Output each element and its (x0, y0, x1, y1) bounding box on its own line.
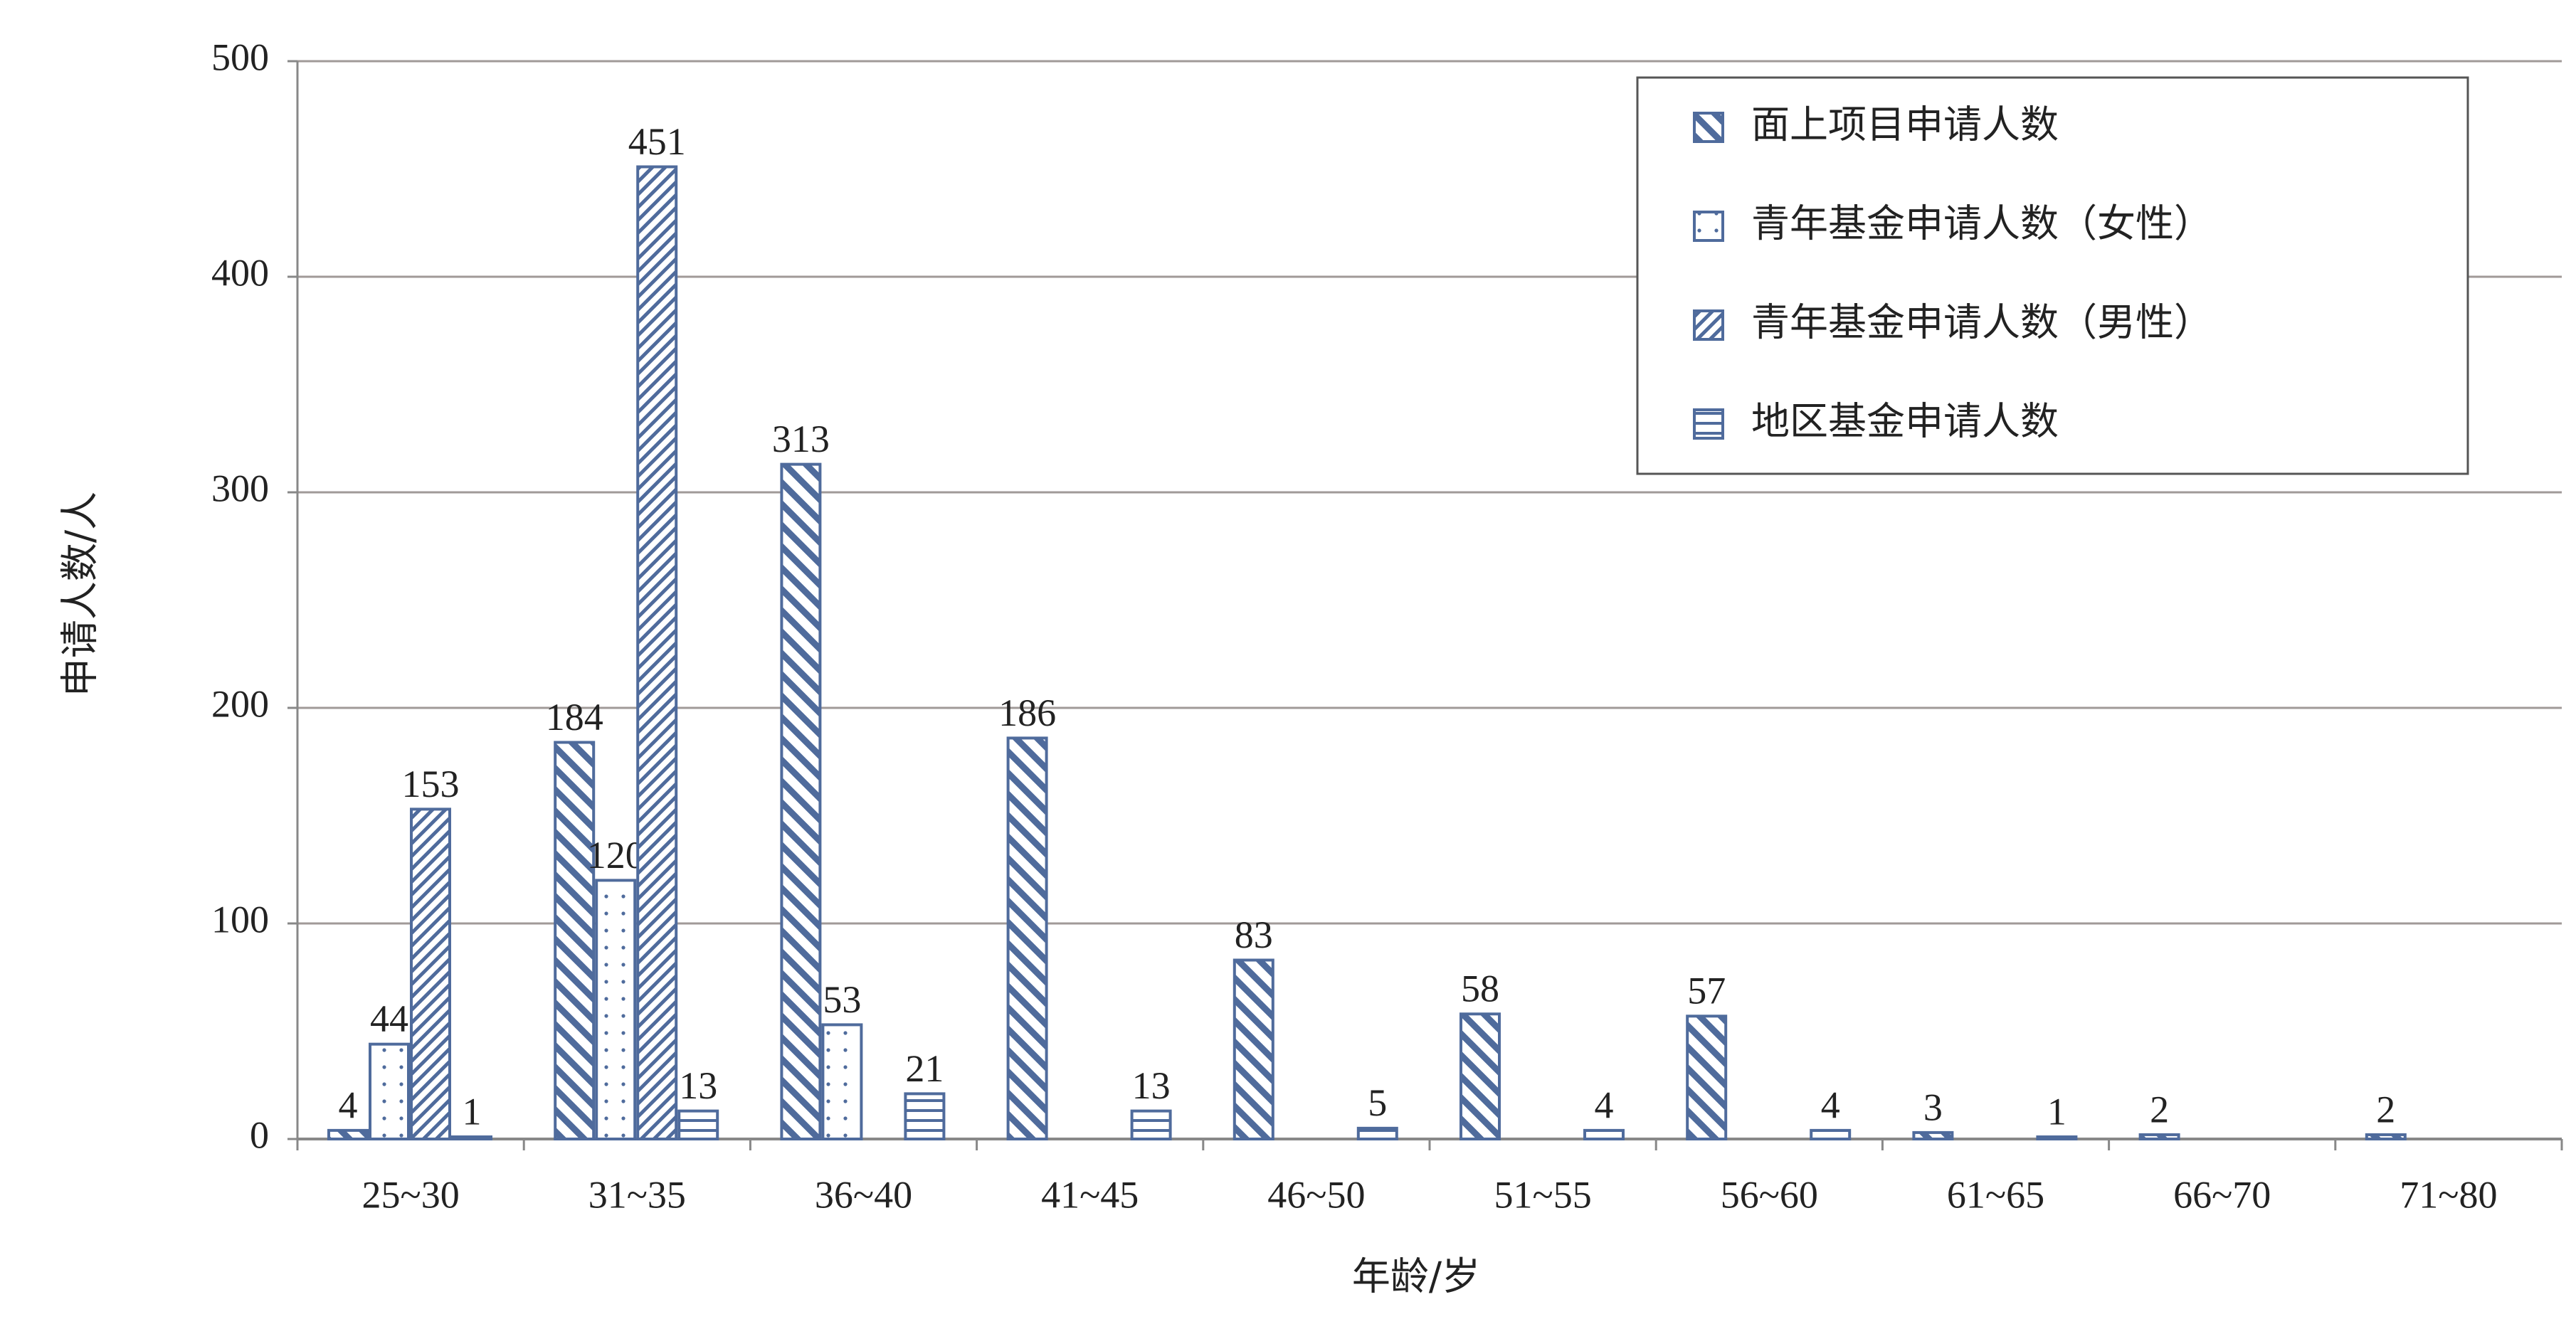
legend-swatch (1693, 211, 1724, 242)
x-axis-label: 年龄/岁 (1352, 1254, 1480, 1299)
y-tick-label: 400 (211, 251, 269, 294)
y-tick-label: 300 (211, 467, 269, 509)
value-label: 13 (1132, 1064, 1171, 1107)
value-label: 313 (772, 418, 830, 460)
value-label: 58 (1461, 968, 1499, 1010)
bar (1006, 736, 1048, 1141)
value-label: 57 (1687, 970, 1726, 1012)
value-label: 2 (2150, 1088, 2169, 1130)
x-tick-label: 36~40 (815, 1173, 912, 1216)
bar (904, 1092, 946, 1140)
bar (595, 879, 637, 1141)
value-label: 21 (905, 1047, 944, 1090)
bar (1356, 1126, 1398, 1140)
value-label: 1 (463, 1090, 482, 1133)
value-label: 451 (628, 120, 686, 163)
value-label: 4 (339, 1084, 358, 1126)
y-axis-label: 申请人数/人 (58, 492, 102, 696)
legend-swatch (1693, 408, 1724, 440)
x-tick-label: 51~55 (1494, 1173, 1591, 1216)
x-tick-label: 56~60 (1721, 1173, 1818, 1216)
legend-swatch (1693, 309, 1724, 341)
value-label: 4 (1595, 1084, 1614, 1126)
bar (780, 462, 822, 1140)
y-tick-label: 100 (211, 898, 269, 941)
x-tick-label: 71~80 (2400, 1173, 2497, 1216)
x-tick-label: 25~30 (361, 1173, 459, 1216)
value-label: 120 (587, 834, 645, 876)
bar (1686, 1015, 1728, 1141)
x-tick-label: 46~50 (1267, 1173, 1365, 1216)
bar (2036, 1135, 2078, 1140)
value-label: 53 (823, 978, 861, 1021)
bar (677, 1109, 719, 1140)
y-tick-label: 0 (250, 1113, 269, 1156)
bar (410, 807, 451, 1141)
bar (1810, 1128, 1852, 1141)
x-tick-label: 41~45 (1041, 1173, 1139, 1216)
bar (1130, 1109, 1172, 1140)
value-label: 153 (402, 763, 460, 805)
value-label: 83 (1235, 913, 1273, 956)
bar (2138, 1133, 2180, 1140)
y-tick-label: 500 (211, 36, 269, 78)
legend-label: 青年基金申请人数（男性） (1751, 300, 2212, 345)
bar (2365, 1133, 2407, 1140)
legend-label: 面上项目申请人数 (1751, 102, 2059, 147)
x-tick-label: 66~70 (2173, 1173, 2271, 1216)
y-tick-label: 200 (211, 682, 269, 725)
value-label: 3 (1923, 1086, 1943, 1128)
legend-swatch (1693, 112, 1724, 143)
value-label: 4 (1821, 1084, 1840, 1126)
value-label: 44 (370, 997, 408, 1040)
value-label: 5 (1368, 1081, 1387, 1124)
bar (1912, 1130, 1954, 1141)
value-label: 184 (546, 696, 603, 738)
bar (636, 165, 678, 1141)
legend-box (1636, 76, 2469, 475)
x-tick-label: 61~65 (1947, 1173, 2044, 1216)
value-label: 1 (2047, 1090, 2066, 1133)
legend-label: 青年基金申请人数（女性） (1751, 201, 2212, 246)
bar (1459, 1012, 1501, 1141)
bar (451, 1135, 492, 1140)
bar (1583, 1128, 1625, 1141)
bar (821, 1023, 863, 1141)
bar (327, 1128, 369, 1141)
bar (369, 1042, 410, 1141)
value-label: 13 (679, 1064, 717, 1107)
value-label: 2 (2376, 1088, 2395, 1130)
value-label: 186 (998, 692, 1056, 734)
bar (1232, 958, 1274, 1141)
x-tick-label: 31~35 (588, 1173, 686, 1216)
legend-label: 地区基金申请人数 (1751, 399, 2059, 444)
bar (554, 741, 596, 1140)
